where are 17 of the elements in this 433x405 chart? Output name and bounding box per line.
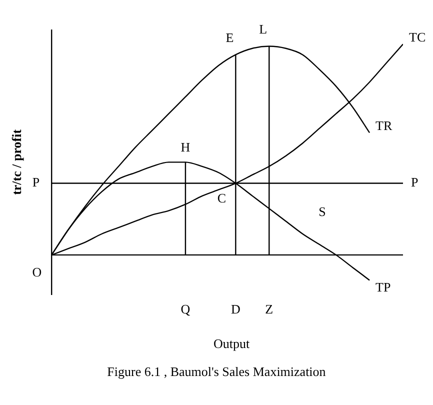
annotation: E	[226, 30, 234, 46]
y-axis-title: tr/tc / profit	[9, 128, 24, 195]
series-label: TP	[376, 280, 391, 295]
text: O	[32, 264, 42, 280]
annotation: S	[318, 204, 326, 220]
annotation: H	[180, 140, 190, 155]
series-label: TR	[376, 118, 392, 134]
text: P	[32, 174, 40, 190]
x-axis-title: Output	[212, 335, 251, 353]
annotation: C	[217, 190, 226, 206]
x-tick-label: Z	[265, 302, 274, 317]
ref-line-label: P	[411, 174, 418, 190]
annotation: L	[259, 22, 268, 37]
x-tick-label: Q	[180, 302, 191, 317]
text: Figure 6.1 , Baumol's Sales Maximization	[106, 364, 327, 380]
series-label: TC	[409, 30, 426, 45]
x-tick-label: D	[230, 302, 240, 317]
